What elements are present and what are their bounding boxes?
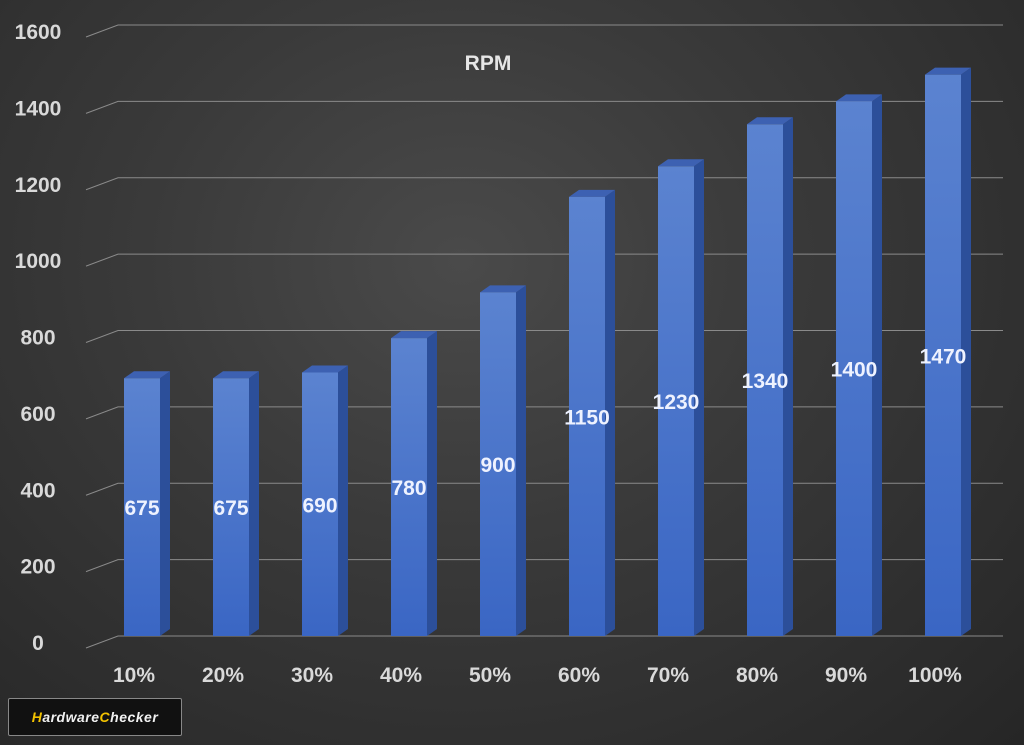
x-tick-label: 50% xyxy=(469,664,511,687)
bar-front xyxy=(302,372,338,636)
bar-side xyxy=(516,285,526,636)
x-tick-label: 90% xyxy=(825,664,867,687)
x-tick-label: 10% xyxy=(113,664,155,687)
data-label: 675 xyxy=(124,497,159,520)
bar xyxy=(569,189,615,636)
bar-top xyxy=(747,117,793,125)
bar xyxy=(925,67,971,637)
bar-side xyxy=(427,331,437,636)
bar xyxy=(836,94,882,636)
data-label: 1470 xyxy=(920,345,967,368)
bar-side xyxy=(338,365,348,636)
x-tick-label: 30% xyxy=(291,664,333,687)
bar-side xyxy=(872,94,882,636)
gridline xyxy=(85,253,1003,267)
x-tick-label: 60% xyxy=(558,664,600,687)
bar-front xyxy=(124,378,160,636)
bar-side xyxy=(249,371,259,636)
gridline xyxy=(85,482,1003,496)
gridline xyxy=(85,635,1003,649)
data-label: 780 xyxy=(391,477,426,500)
bar xyxy=(480,285,526,636)
bar xyxy=(302,365,348,636)
data-label: 900 xyxy=(480,454,515,477)
bar-side xyxy=(605,189,615,636)
gridline xyxy=(85,559,1003,573)
x-tick-label: 80% xyxy=(736,664,778,687)
bar xyxy=(658,159,704,636)
gridline xyxy=(85,177,1003,191)
y-tick-label: 600 xyxy=(20,403,55,426)
data-label: 675 xyxy=(213,497,248,520)
bar-front xyxy=(747,124,783,636)
data-label: 1150 xyxy=(564,406,610,429)
bar xyxy=(747,117,793,637)
bar-top xyxy=(658,159,704,167)
bar-side xyxy=(783,117,793,637)
x-tick-label: 100% xyxy=(908,664,962,687)
bar-top xyxy=(124,371,170,379)
gridline xyxy=(85,406,1003,420)
bar-front xyxy=(213,378,249,636)
bar xyxy=(213,371,259,636)
data-label: 690 xyxy=(302,494,337,517)
data-label: 1340 xyxy=(742,370,789,393)
data-label: 1400 xyxy=(831,359,878,382)
bar xyxy=(391,331,437,636)
x-tick-label: 70% xyxy=(647,664,689,687)
bar-front xyxy=(569,196,605,636)
y-tick-label: 200 xyxy=(20,556,55,579)
data-label: 1230 xyxy=(653,391,700,414)
bar-top xyxy=(213,371,259,379)
y-tick-label: 1600 xyxy=(15,21,62,44)
gridline xyxy=(85,100,1003,114)
bar-top xyxy=(925,67,971,75)
x-axis: 10% 20% 30% 40% 50% 60% 70% 80% 90% 100% xyxy=(113,664,962,687)
bar xyxy=(124,371,170,636)
x-tick-label: 40% xyxy=(380,664,422,687)
y-axis: 0 200 400 600 800 1000 1200 1400 1600 xyxy=(15,21,62,655)
bar-top xyxy=(302,365,348,373)
gridlines xyxy=(85,24,1003,649)
bar-front xyxy=(480,292,516,636)
y-tick-label: 1000 xyxy=(15,250,62,273)
bar-front xyxy=(925,74,961,637)
y-tick-label: 800 xyxy=(20,327,55,350)
bar-side xyxy=(694,159,704,636)
bar-top xyxy=(391,331,437,339)
y-tick-label: 1200 xyxy=(15,174,62,197)
chart-title: RPM xyxy=(465,52,512,75)
gridline xyxy=(85,24,1003,38)
bar-front xyxy=(391,338,427,636)
bar-front xyxy=(658,166,694,636)
y-tick-label: 0 xyxy=(32,632,44,655)
bar-side xyxy=(961,67,971,637)
bars: 675 675 690 780 900 1150 1230 1340 1400 1470 xyxy=(124,67,971,637)
bar-side xyxy=(160,371,170,636)
bar-front xyxy=(836,101,872,636)
y-tick-label: 1400 xyxy=(15,97,62,120)
bar-top xyxy=(480,285,526,293)
bar-top xyxy=(569,189,615,197)
y-tick-label: 400 xyxy=(20,479,55,502)
gridline xyxy=(85,330,1003,343)
x-tick-label: 20% xyxy=(202,664,244,687)
bar-top xyxy=(836,94,882,102)
